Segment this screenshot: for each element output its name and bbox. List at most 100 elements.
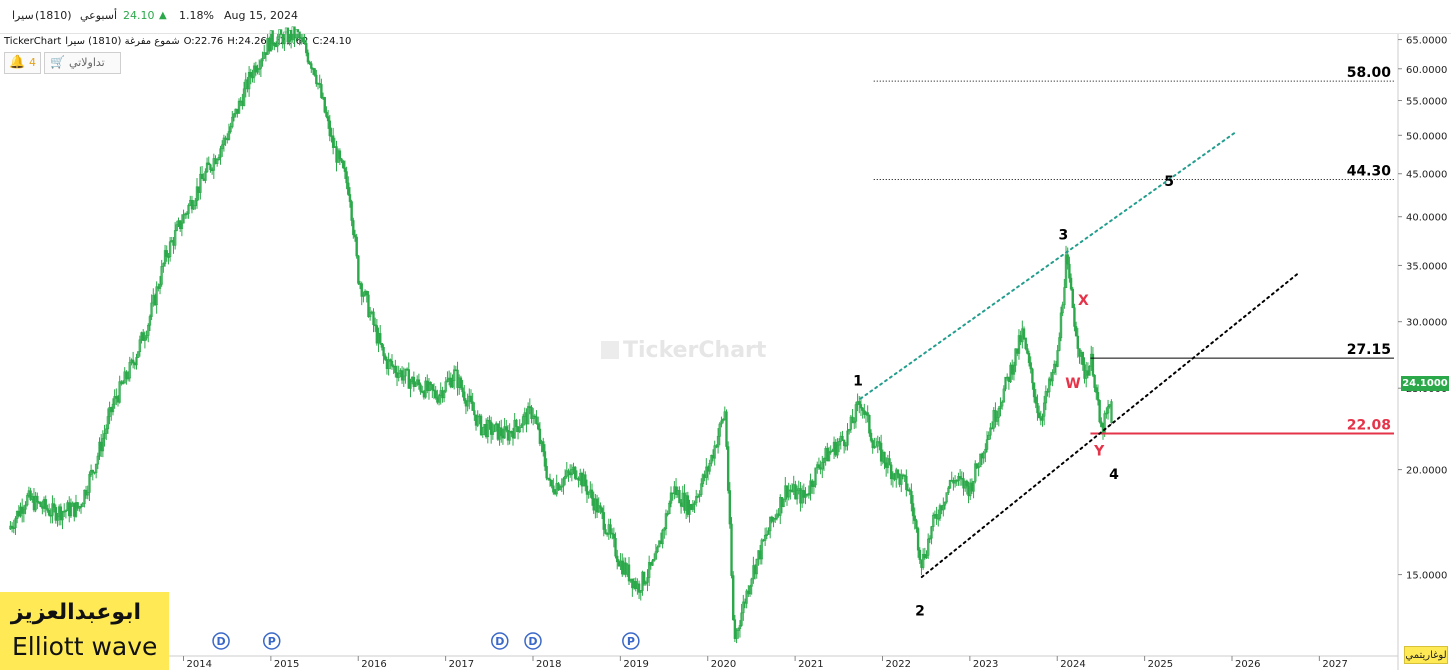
candle-body: [46, 508, 49, 511]
candle-body: [859, 404, 863, 409]
candle-body: [442, 390, 446, 399]
candle-body: [683, 492, 686, 511]
candle-body: [821, 462, 824, 470]
time-tick-label: 2014: [186, 659, 211, 670]
interval-label[interactable]: أسبوعي: [80, 9, 118, 22]
candle-body: [992, 410, 995, 429]
candle-body: [550, 479, 553, 487]
ohlc-legend: TickerChart شموع مفرغة (1810) سيرا O:22.76…: [4, 36, 355, 47]
candle-body: [832, 441, 836, 451]
candle-body: [417, 379, 421, 386]
price-axis[interactable]: 15.000020.000025.000030.000035.000040.00…: [1398, 36, 1447, 582]
candle-body: [994, 410, 997, 422]
candle-body: [1068, 263, 1071, 279]
top-bar: سيرا (1810) أسبوعي 24.10 ▲ 1.18% Aug 15,…: [0, 0, 1451, 34]
candle-body: [155, 286, 158, 306]
candle-body: [721, 419, 725, 422]
candle-body: [871, 440, 874, 449]
candle-body: [503, 426, 506, 439]
candle-body: [187, 204, 190, 214]
candle-body: [925, 555, 928, 559]
candle-body: [802, 490, 806, 498]
candle-body: [1106, 406, 1110, 414]
candle-body: [957, 476, 960, 481]
candle-body: [247, 72, 251, 90]
candle-body: [829, 451, 832, 453]
candle-body: [970, 482, 974, 492]
high-value: H:24.26: [227, 36, 267, 47]
candle-body: [402, 375, 405, 381]
candle-body: [940, 505, 943, 511]
candle-body: [950, 479, 953, 482]
time-axis[interactable]: 2012201320142015201620172018201920202021…: [8, 656, 1348, 670]
candle-body: [763, 534, 767, 541]
candle-body: [948, 480, 952, 489]
candle-body: [494, 423, 498, 425]
candle-body: [52, 503, 56, 508]
price-tick-label: 60.0000: [1406, 65, 1447, 76]
candle-body: [678, 490, 681, 504]
candle-body: [217, 156, 221, 160]
watermark-text: TickerChart: [623, 338, 767, 363]
candle-body: [167, 256, 170, 258]
candle-body: [898, 473, 901, 485]
candle-body: [115, 396, 118, 399]
my-trades-button[interactable]: 🛒 تداولاتي: [44, 52, 121, 74]
candle-body: [1041, 415, 1044, 421]
candle-body: [150, 302, 153, 317]
candle-body: [656, 546, 659, 553]
candle-body: [733, 619, 737, 639]
candle-body: [963, 480, 967, 489]
candle-body: [377, 333, 380, 344]
candle-body: [574, 466, 577, 479]
alerts-button[interactable]: 🔔 4: [4, 52, 41, 74]
time-tick-label: 2024: [1060, 659, 1085, 670]
candle-body: [1049, 378, 1053, 382]
candle-body: [863, 410, 866, 415]
candle-body: [474, 414, 478, 426]
candle-body: [597, 505, 600, 513]
series-title: شموع مفرغة (1810) سيرا: [65, 36, 180, 47]
candle-body: [1022, 328, 1026, 339]
candle-body: [231, 116, 234, 127]
candle-body: [116, 398, 120, 403]
author-label: ابوعبدالعزيز: [10, 600, 141, 625]
candle-body: [63, 510, 66, 513]
candle-body: [945, 492, 948, 503]
candle-body: [600, 507, 604, 513]
candle-body: [873, 446, 876, 449]
candle-body: [587, 491, 590, 495]
candle-body: [713, 445, 716, 459]
candle-body: [1036, 403, 1039, 414]
candle-body: [837, 441, 841, 446]
candle-body: [461, 387, 464, 393]
candle-body: [56, 516, 59, 521]
level-label: 27.15: [1347, 342, 1391, 358]
my-trades-label: تداولاتي: [69, 56, 105, 69]
price-tick-label: 40.0000: [1406, 213, 1447, 224]
candle-body: [585, 485, 589, 495]
candle-body: [637, 583, 641, 593]
candle-body: [451, 380, 454, 388]
candle-body: [589, 489, 592, 493]
candle-body: [120, 381, 123, 385]
candle-body: [1009, 364, 1012, 383]
candle-body: [1105, 412, 1108, 415]
candle-body: [513, 419, 516, 439]
candle-body: [1044, 391, 1048, 404]
candle-body: [947, 487, 950, 493]
candle-body: [310, 63, 313, 69]
candle-body: [528, 406, 532, 408]
candle-body: [348, 194, 352, 202]
candle-body: [178, 220, 182, 229]
candle-body: [197, 186, 200, 193]
candle-body: [926, 538, 930, 556]
event-marker-circle: [622, 632, 640, 650]
candle-body: [921, 553, 925, 568]
log-scale-button[interactable]: لوغاريتمي: [1404, 646, 1448, 664]
candle-body: [537, 423, 540, 430]
candle-body: [74, 502, 78, 517]
symbol-name[interactable]: سيرا: [12, 9, 34, 22]
candle-body: [199, 173, 202, 193]
